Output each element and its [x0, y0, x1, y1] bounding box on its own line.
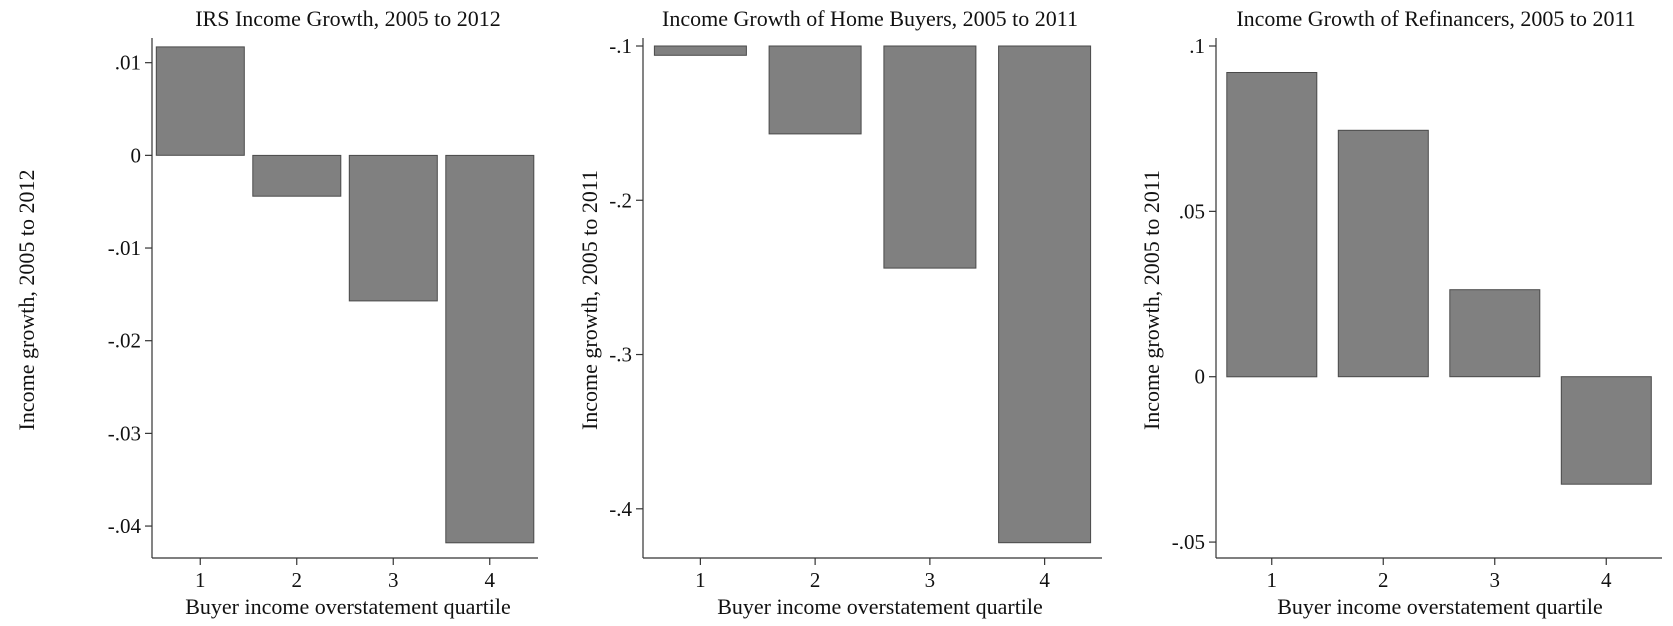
chart-panel-refinancers: Income Growth of Refinancers, 2005 to 20… [1139, 6, 1662, 619]
y-tick-label: .1 [1189, 34, 1205, 58]
panel-title: Income Growth of Home Buyers, 2005 to 20… [662, 6, 1078, 31]
y-tick-label: .01 [115, 51, 141, 75]
bar-1 [155, 46, 245, 156]
x-axis-label: Buyer income overstatement quartile [1277, 594, 1603, 619]
y-tick-label: 0 [1195, 365, 1206, 389]
x-tick-label: 3 [388, 568, 399, 592]
bar-4 [1560, 376, 1652, 485]
y-tick-group: -.1 -.2 -.3 -.4 [609, 34, 643, 521]
bar-1 [1226, 72, 1318, 378]
bar-3 [883, 45, 977, 269]
y-tick-label: -.3 [609, 343, 632, 367]
x-tick-group: 1 2 3 4 [195, 558, 496, 592]
x-tick-group: 1 2 3 4 [695, 558, 1050, 592]
x-tick-label: 1 [1267, 568, 1278, 592]
y-tick-label: -.2 [609, 188, 632, 212]
y-axis-label: Income growth, 2005 to 2011 [577, 170, 602, 430]
y-tick-label: -.01 [108, 236, 141, 260]
bar-3 [348, 154, 438, 302]
x-tick-label: 2 [810, 568, 821, 592]
x-tick-label: 2 [292, 568, 303, 592]
y-tick-label: .05 [1179, 199, 1205, 223]
chart-panel-home-buyers: Income Growth of Home Buyers, 2005 to 20… [577, 6, 1102, 619]
bar-4 [445, 154, 535, 544]
bar-2 [252, 154, 342, 197]
panel-title: IRS Income Growth, 2005 to 2012 [195, 6, 501, 31]
y-tick-label: -.05 [1172, 530, 1205, 554]
bar-group [1226, 72, 1652, 485]
x-tick-label: 2 [1378, 568, 1389, 592]
y-tick-label: -.02 [108, 329, 141, 353]
y-tick-label: -.03 [108, 421, 141, 445]
x-tick-label: 1 [695, 568, 706, 592]
y-tick-group: .1 .05 0 -.05 [1172, 34, 1216, 554]
y-tick-label: -.04 [108, 514, 142, 538]
x-tick-label: 4 [485, 568, 496, 592]
bar-group [155, 46, 535, 544]
y-axis-label: Income growth, 2005 to 2011 [1139, 170, 1164, 430]
x-tick-label: 1 [195, 568, 206, 592]
bar-4 [998, 45, 1092, 544]
y-tick-label: 0 [131, 143, 142, 167]
y-tick-label: -.1 [609, 34, 632, 58]
x-axis-label: Buyer income overstatement quartile [717, 594, 1043, 619]
bar-2 [768, 45, 862, 135]
x-tick-label: 3 [925, 568, 936, 592]
x-tick-group: 1 2 3 4 [1267, 558, 1612, 592]
x-tick-label: 4 [1601, 568, 1612, 592]
y-tick-group: .01 0 -.01 -.02 -.03 -.04 [108, 51, 152, 538]
bar-3 [1449, 289, 1541, 378]
chart-panel-irs: IRS Income Growth, 2005 to 2012 Income g… [14, 6, 538, 619]
bar-group [653, 45, 1092, 544]
y-tick-label: -.4 [609, 497, 632, 521]
panel-title: Income Growth of Refinancers, 2005 to 20… [1236, 6, 1635, 31]
bar-1 [653, 45, 747, 56]
y-axis-label: Income growth, 2005 to 2012 [14, 170, 39, 431]
x-axis-label: Buyer income overstatement quartile [185, 594, 511, 619]
x-tick-label: 3 [1490, 568, 1501, 592]
bar-2 [1337, 129, 1429, 378]
x-tick-label: 4 [1039, 568, 1050, 592]
